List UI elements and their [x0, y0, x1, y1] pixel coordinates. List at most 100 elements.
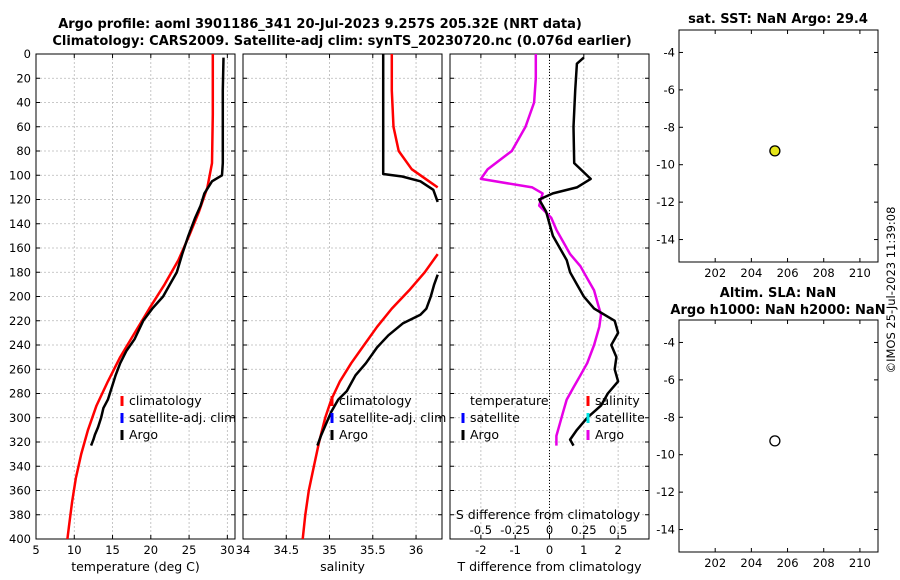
sla-xtick-label: 210 — [849, 556, 871, 570]
salinity-legend-climatology-label: climatology — [339, 393, 412, 408]
temperature-legend-climatology-label: climatology — [129, 393, 202, 408]
sla-ytick-label: -12 — [656, 485, 675, 499]
copyright-credit: ©IMOS 25-Jul-2023 11:39:08 — [884, 207, 898, 374]
sla-ytick-label: -6 — [664, 373, 675, 387]
sst-ytick-label: -8 — [664, 120, 675, 134]
sst-panel-title: sat. SST: NaN Argo: 29.4 — [688, 12, 868, 27]
sst-location-marker — [769, 145, 781, 157]
sla-xtick-label: 202 — [704, 556, 726, 570]
temperature-xtick-label: 10 — [67, 543, 82, 557]
sst-ytick-label: -10 — [656, 158, 675, 172]
temperature-xtick-label: 30 — [220, 543, 235, 557]
sst-axes-frame — [678, 29, 879, 263]
sla-ytick-label: -8 — [664, 410, 675, 424]
temperature-legend-satellite-label: satellite-adj. clim — [129, 410, 236, 425]
sst-xtick-label: 208 — [813, 266, 835, 280]
salinity-xtick-label: 34 — [236, 543, 251, 557]
depth-tick-label: 300 — [9, 411, 31, 425]
sla-panel-title-line1: Altim. SLA: NaN — [720, 286, 836, 301]
figure-title-line1: Argo profile: aoml 3901186_341 20-Jul-20… — [58, 17, 582, 32]
salinity-panel: 34 34.5 35 35.5 36 salinity climatology satelli… — [236, 53, 446, 574]
sst-ytick-label: -6 — [664, 83, 675, 97]
depth-tick-label: 80 — [16, 144, 31, 158]
salinity-legend-satellite-label: satellite-adj. clim — [339, 410, 446, 425]
sla-panel: -4 -6 -8 -10 -12 -14 202 204 206 208 210 — [656, 319, 879, 570]
temperature-xtick-label: 15 — [105, 543, 120, 557]
depth-tick-label: 120 — [9, 193, 31, 207]
difference-salinity-argo-line — [479, 54, 603, 446]
sla-ytick-label: -10 — [656, 448, 675, 462]
depth-tick-label: 360 — [9, 484, 31, 498]
difference-s-tick-label: -0.25 — [500, 523, 530, 537]
depth-tick-label: 140 — [9, 217, 31, 231]
difference-xtick-label: -2 — [475, 543, 486, 557]
salinity-xlabel: salinity — [320, 559, 365, 574]
depth-tick-label: 40 — [16, 96, 31, 110]
depth-tick-label: 260 — [9, 362, 31, 376]
difference-legend-s-satellite-label: satellite — [595, 410, 645, 425]
sst-xtick-label: 202 — [704, 266, 726, 280]
sst-panel: -4 -6 -8 -10 -12 -14 202 204 206 208 210 — [656, 29, 879, 280]
depth-tick-label: 400 — [9, 532, 31, 546]
depth-tick-label: 340 — [9, 459, 31, 473]
difference-xtick-label: 0 — [546, 543, 553, 557]
depth-tick-label: 0 — [24, 47, 31, 61]
difference-xlabel: T difference from climatology — [456, 559, 642, 574]
sst-ytick-label: -4 — [664, 45, 675, 59]
salinity-argo-line — [381, 54, 439, 203]
temperature-panel: 0 20 40 60 80 100 120 140 160 180 200 220 240 260 280 3… — [9, 47, 236, 574]
difference-s-tick-label: 0.5 — [609, 523, 627, 537]
difference-legend-salinity-title: salinity — [595, 393, 640, 408]
depth-tick-label: 380 — [9, 508, 31, 522]
difference-s-tick-label: -0.5 — [470, 523, 492, 537]
sst-ytick-label: -14 — [656, 233, 675, 247]
sla-location-marker — [769, 435, 781, 447]
salinity-xtick-label: 35.5 — [360, 543, 386, 557]
salinity-argo-deep-line — [316, 274, 439, 447]
difference-panel: -2 -1 0 1 2 T difference from climatology S di… — [449, 53, 650, 574]
sla-panel-title-line2: Argo h1000: NaN h2000: NaN — [670, 303, 885, 318]
sla-ytick-label: -4 — [664, 335, 675, 349]
sla-axes-frame — [678, 319, 879, 553]
depth-tick-label: 240 — [9, 338, 31, 352]
depth-tick-label: 160 — [9, 241, 31, 255]
salinity-xtick-label: 35 — [322, 543, 337, 557]
sla-xtick-label: 206 — [777, 556, 799, 570]
depth-tick-label: 60 — [16, 120, 31, 134]
temperature-legend-argo-label: Argo — [129, 427, 158, 442]
salinity-climatology-line — [390, 54, 439, 189]
difference-s-tick-label: 0 — [546, 523, 553, 537]
depth-tick-label: 200 — [9, 290, 31, 304]
temperature-xlabel: temperature (deg C) — [71, 559, 200, 574]
sst-xtick-label: 210 — [849, 266, 871, 280]
salinity-legend-argo-label: Argo — [339, 427, 368, 442]
salinity-xtick-label: 34.5 — [273, 543, 299, 557]
difference-legend-s-argo-label: Argo — [595, 427, 624, 442]
figure-title-line2: Climatology: CARS2009. Satellite-adj cli… — [52, 34, 631, 49]
sla-ytick-label: -14 — [656, 523, 675, 537]
difference-xtick-label: 1 — [580, 543, 587, 557]
depth-tick-label: 180 — [9, 265, 31, 279]
depth-tick-label: 100 — [9, 168, 31, 182]
difference-legend-temperature-title: temperature — [470, 393, 549, 408]
difference-s-axis-label: S difference from climatology — [456, 507, 641, 522]
depth-tick-label: 320 — [9, 435, 31, 449]
difference-legend-t-satellite-label: satellite — [470, 410, 520, 425]
salinity-climatology-deep-line — [301, 253, 439, 539]
sla-xtick-label: 208 — [813, 556, 835, 570]
sla-xtick-label: 204 — [740, 556, 762, 570]
depth-tick-label: 280 — [9, 387, 31, 401]
sst-xtick-label: 206 — [777, 266, 799, 280]
difference-temperature-argo-line — [537, 56, 620, 447]
depth-tick-label: 220 — [9, 314, 31, 328]
temperature-argo-line — [89, 57, 225, 447]
difference-legend-t-argo-label: Argo — [470, 427, 499, 442]
difference-xtick-label: -1 — [509, 543, 520, 557]
depth-tick-label: 20 — [16, 71, 31, 85]
sst-ytick-label: -12 — [656, 195, 675, 209]
sst-xtick-label: 204 — [740, 266, 762, 280]
salinity-xtick-label: 36 — [409, 543, 424, 557]
difference-s-tick-label: 0.25 — [571, 523, 597, 537]
temperature-xtick-label: 20 — [143, 543, 158, 557]
